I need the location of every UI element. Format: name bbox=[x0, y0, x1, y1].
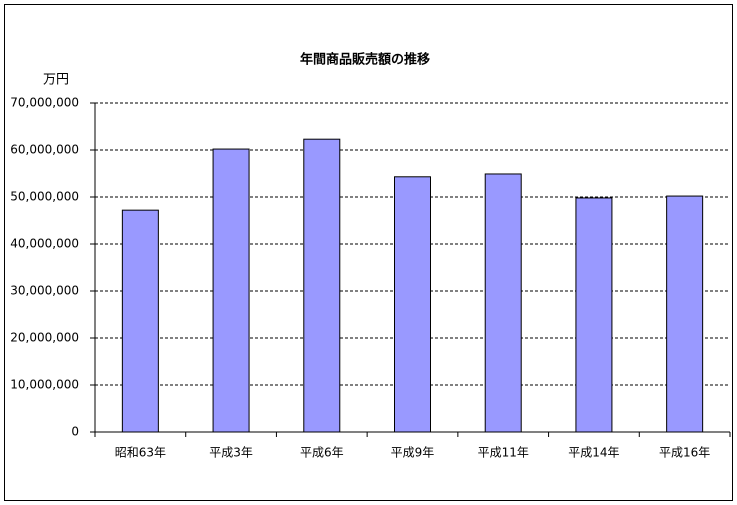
chart-title: 年間商品販売額の推移 bbox=[300, 52, 430, 68]
y-tick-label: 30,000,000 bbox=[10, 284, 79, 298]
bar bbox=[121, 209, 159, 433]
bar bbox=[484, 173, 522, 433]
x-tick-label: 平成6年 bbox=[300, 446, 344, 460]
y-tick-label: 0 bbox=[71, 425, 79, 439]
bar bbox=[212, 148, 250, 433]
y-tick-label: 50,000,000 bbox=[10, 190, 79, 204]
x-tick-label: 平成3年 bbox=[209, 446, 253, 460]
x-tick-label: 平成11年 bbox=[478, 446, 529, 460]
x-tick-label: 昭和63年 bbox=[115, 446, 166, 460]
x-tick-label: 平成16年 bbox=[659, 446, 710, 460]
y-tick-label: 10,000,000 bbox=[10, 378, 79, 392]
chart-frame bbox=[4, 4, 733, 501]
x-tick-label: 平成9年 bbox=[391, 446, 435, 460]
y-tick-label: 40,000,000 bbox=[10, 237, 79, 251]
y-tick-label: 70,000,000 bbox=[10, 96, 79, 110]
y-tick-label: 20,000,000 bbox=[10, 331, 79, 345]
bar bbox=[394, 176, 431, 433]
bar bbox=[666, 195, 704, 433]
bar bbox=[303, 138, 341, 433]
bar bbox=[575, 197, 613, 433]
y-axis-label: 万円 bbox=[43, 73, 69, 88]
x-tick-label: 平成14年 bbox=[568, 446, 619, 460]
y-tick-label: 60,000,000 bbox=[10, 143, 79, 157]
